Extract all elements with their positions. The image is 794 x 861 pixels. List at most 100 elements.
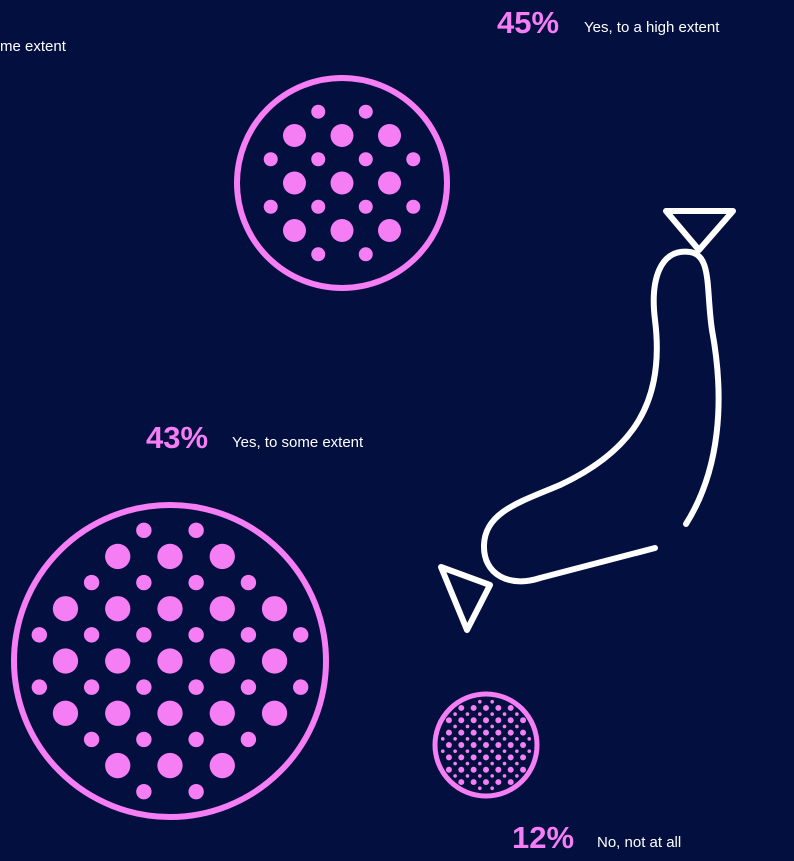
slice-dot: [465, 761, 470, 766]
slice-dot: [157, 752, 183, 779]
slice-dot: [188, 574, 204, 591]
sausage-tip: [438, 564, 493, 633]
sausage-illustration: [438, 208, 736, 633]
slice-dot: [483, 766, 489, 773]
slice-dot: [188, 627, 204, 643]
slice-dot: [311, 199, 326, 214]
slice-dot: [358, 247, 373, 262]
slice-ring: [234, 75, 450, 291]
slice-dot: [445, 729, 452, 736]
slice-dot: [502, 749, 507, 753]
slice-dot: [282, 123, 306, 147]
category-label: Yes, to some extent: [232, 434, 364, 451]
slice-dot: [209, 648, 235, 674]
slice-dot: [483, 717, 489, 724]
slice-dot: [261, 596, 288, 622]
slice-dot: [478, 737, 482, 741]
slice-dot: [52, 648, 79, 674]
slice-dot: [105, 700, 131, 726]
slice-dot: [520, 766, 527, 773]
slice-dot: [406, 199, 421, 214]
slice-dot: [527, 737, 532, 741]
slice-dot: [527, 749, 532, 753]
slice-dot: [209, 752, 235, 779]
slice-dot: [378, 171, 402, 195]
slice-dot: [495, 754, 502, 761]
slice-dot: [188, 783, 204, 800]
slice-dot: [330, 123, 354, 147]
slice-dot: [105, 543, 131, 570]
slice-dot: [83, 627, 100, 643]
slice-dot: [507, 742, 514, 748]
slice-dot: [483, 742, 489, 748]
slice-dot: [478, 724, 482, 729]
slice-dot: [263, 152, 278, 167]
slice-dot: [502, 724, 507, 729]
slice-dot: [470, 704, 477, 711]
slice-dot: [445, 717, 452, 724]
slice-dot: [507, 704, 514, 711]
slice-dot: [490, 737, 494, 741]
slice-dot: [495, 779, 502, 786]
slice-dot: [453, 737, 457, 741]
slice-dot: [478, 712, 482, 716]
slice-dot: [282, 171, 306, 195]
slice-dot: [52, 700, 79, 726]
slice-dot: [470, 766, 477, 773]
slice-dot: [478, 786, 482, 791]
value-label: 43%: [146, 420, 208, 455]
slice-dot: [440, 737, 445, 741]
slice-dot: [458, 742, 465, 748]
slice-dot: [378, 219, 402, 243]
slice-dot: [311, 104, 326, 119]
slice-dot: [458, 729, 465, 736]
slice-dot: [240, 574, 257, 591]
slice-dot: [502, 737, 507, 741]
slice: [234, 75, 450, 291]
slice-dot: [478, 774, 482, 778]
slice-dot: [453, 712, 457, 716]
slice-dot: [31, 679, 48, 695]
sausage-tip: [663, 208, 736, 253]
slice-dot: [136, 574, 152, 591]
slice: [432, 691, 540, 799]
slice-dot: [453, 774, 457, 778]
slice-dot: [470, 742, 477, 748]
slice-dot: [240, 627, 257, 643]
slice-dot: [490, 712, 494, 716]
slice-dot: [105, 648, 131, 674]
slice-dot: [136, 783, 152, 800]
slice-dot: [478, 761, 482, 766]
slice-dot: [209, 700, 235, 726]
slice-dot: [470, 729, 477, 736]
slice-dot: [507, 729, 514, 736]
slice-dot: [515, 724, 519, 729]
slice-dot: [136, 627, 152, 643]
slice-dot: [136, 522, 152, 539]
slice-dot: [240, 731, 257, 748]
slice-dot: [31, 627, 48, 643]
partial-label: me extent: [0, 38, 67, 55]
slice-dot: [292, 679, 309, 695]
slice-dot: [465, 737, 470, 741]
slice-dot: [490, 761, 494, 766]
slice-dot: [330, 171, 354, 195]
slice-dot: [453, 749, 457, 753]
slice-dot: [188, 522, 204, 539]
slice-dot: [507, 717, 514, 724]
slice-dot: [483, 779, 489, 786]
slice-dot: [358, 104, 373, 119]
slice-dot: [465, 774, 470, 778]
slice-dot: [495, 729, 502, 736]
slice-dot: [261, 700, 288, 726]
category-label: No, not at all: [597, 834, 681, 851]
slice-dot: [478, 749, 482, 753]
slice-ring: [11, 502, 329, 820]
slice-dot: [136, 731, 152, 748]
slice-dot: [515, 749, 519, 753]
slice-dot: [157, 543, 183, 570]
slice-dot: [378, 123, 402, 147]
slice-dot: [490, 724, 494, 729]
